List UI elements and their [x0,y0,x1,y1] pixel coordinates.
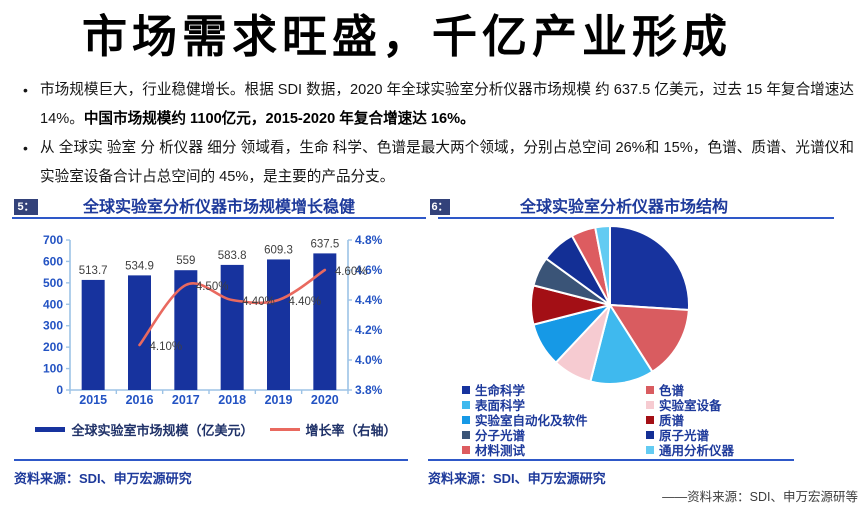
pie-legend-label: 生命科学 [475,384,526,398]
legend-item-line-series: 增长率（右轴） [269,420,397,439]
legend-label: 全球实验室市场规模（亿美元） [71,423,254,438]
pie-legend-item: 表面科学 [462,397,588,413]
pie-legend-swatch [462,415,470,424]
pie-legend-swatch [646,385,654,394]
pie-legend-swatch [462,430,470,439]
bar-line-chart: 0 100 200 300 400 500 600 700 3.8% 4.0% 4.2% 4.4% 4.… [43,233,383,407]
svg-text:3.8%: 3.8% [355,383,383,397]
pie-legend-label: 实验室设备 [659,399,722,413]
legend-label: 增长率（右轴） [305,423,397,438]
bar-swatch [35,427,66,432]
pie-legend-swatch [462,445,470,454]
svg-text:559: 559 [176,255,195,267]
svg-text:100: 100 [43,362,63,376]
svg-text:2019: 2019 [265,393,293,407]
svg-text:4.60%: 4.60% [335,266,368,278]
svg-text:4.6%: 4.6% [355,263,383,277]
page-title: 市场需求旺盛，千亿产业形成 [82,11,733,62]
svg-text:4.50%: 4.50% [196,281,229,293]
pie-legend-label: 分子光谱 [475,429,526,443]
svg-text:500: 500 [43,276,63,290]
svg-text:4.40%: 4.40% [242,296,275,308]
pie-legend-swatch [462,400,470,409]
pie-legend-swatch [646,415,654,424]
pie-legend-item: 生命科学 [462,382,588,398]
pie-legend-item: 原子光谱 [646,427,734,443]
svg-text:4.0%: 4.0% [355,353,383,367]
svg-text:534.9: 534.9 [125,260,154,272]
bullet-list: 市场规模巨大，行业稳健增长。根据 SDI 数据，2020 年全球实验室分析仪器市… [16,76,854,192]
svg-text:4.4%: 4.4% [355,293,383,307]
svg-text:4.10%: 4.10% [150,341,183,353]
right-source-rule [428,459,794,461]
svg-text:4.40%: 4.40% [289,296,322,308]
pie-legend-swatch [646,430,654,439]
pie-legend-column-left: 生命科学 表面科学 实验室自动化及软件 分子光谱 材料测试 [462,382,588,458]
svg-text:2017: 2017 [172,393,200,407]
svg-text:609.3: 609.3 [264,244,293,256]
svg-text:2018: 2018 [218,393,246,407]
pie-legend-item: 材料测试 [462,442,588,458]
left-title-rule [12,217,426,219]
pie-legend-label: 原子光谱 [659,429,710,443]
figure-number-chip-right: 6： [430,199,450,215]
svg-text:583.8: 583.8 [218,250,247,262]
right-title-rule [438,217,834,219]
right-chart-title: 全球实验室分析仪器市场结构 [519,199,728,216]
figure-number-chip-left: 5： [14,199,38,215]
svg-text:400: 400 [43,297,63,311]
svg-text:4.2%: 4.2% [355,323,383,337]
line-swatch [269,428,300,431]
pie-legend-label: 表面科学 [475,399,526,413]
legend-item-bar-series: 全球实验室市场规模（亿美元） [35,420,254,439]
svg-text:2015: 2015 [79,393,107,407]
svg-text:4.8%: 4.8% [355,233,383,247]
pie-legend-item: 色谱 [646,382,734,398]
svg-text:0: 0 [56,383,63,397]
svg-text:700: 700 [43,233,63,247]
pie-legend-item: 通用分析仪器 [646,442,735,458]
bar-chart-legend: 全球实验室市场规模（亿美元） 增长率（右轴） [10,420,422,439]
pie-legend-label: 色谱 [659,384,685,398]
left-source-rule [14,459,408,461]
pie-legend-swatch [646,445,654,454]
pie-legend-swatch [462,385,470,394]
left-source-text: 资料来源：SDI、申万宏源研究 [14,471,192,486]
pie-legend-column-right: 色谱 实验室设备 质谱 原子光谱 通用分析仪器 [646,382,735,458]
pie-legend-label: 通用分析仪器 [659,444,735,458]
svg-text:200: 200 [43,340,63,354]
pie-legend-label: 材料测试 [475,444,526,458]
pie-chart [530,225,690,385]
svg-text:2016: 2016 [126,393,154,407]
pie-legend-swatch [646,400,654,409]
pie-legend-item: 实验室自动化及软件 [462,412,588,428]
left-chart-title: 全球实验室分析仪器市场规模增长稳健 [82,199,355,216]
svg-text:513.7: 513.7 [79,265,108,277]
svg-text:600: 600 [43,254,63,268]
right-source-text: 资料来源：SDI、申万宏源研究 [428,471,606,486]
bullet-item-2: 从 全球实 验室 分 析仪器 细分 领域看，生命 科学、色谱是最大两个领域，分别… [16,134,854,192]
svg-text:637.5: 637.5 [310,238,339,250]
pie-legend-item: 实验室设备 [646,397,734,413]
svg-text:300: 300 [43,319,63,333]
bottom-source-note: ——资料来源：SDI、申万宏源研等 [662,490,858,504]
pie-legend-label: 质谱 [659,414,685,428]
svg-text:2020: 2020 [311,393,339,407]
bullet-item-1: 市场规模巨大，行业稳健增长。根据 SDI 数据，2020 年全球实验室分析仪器市… [16,76,854,134]
pie-legend-item: 分子光谱 [462,427,588,443]
pie-legend-item: 质谱 [646,412,734,428]
pie-legend-label: 实验室自动化及软件 [475,414,588,428]
